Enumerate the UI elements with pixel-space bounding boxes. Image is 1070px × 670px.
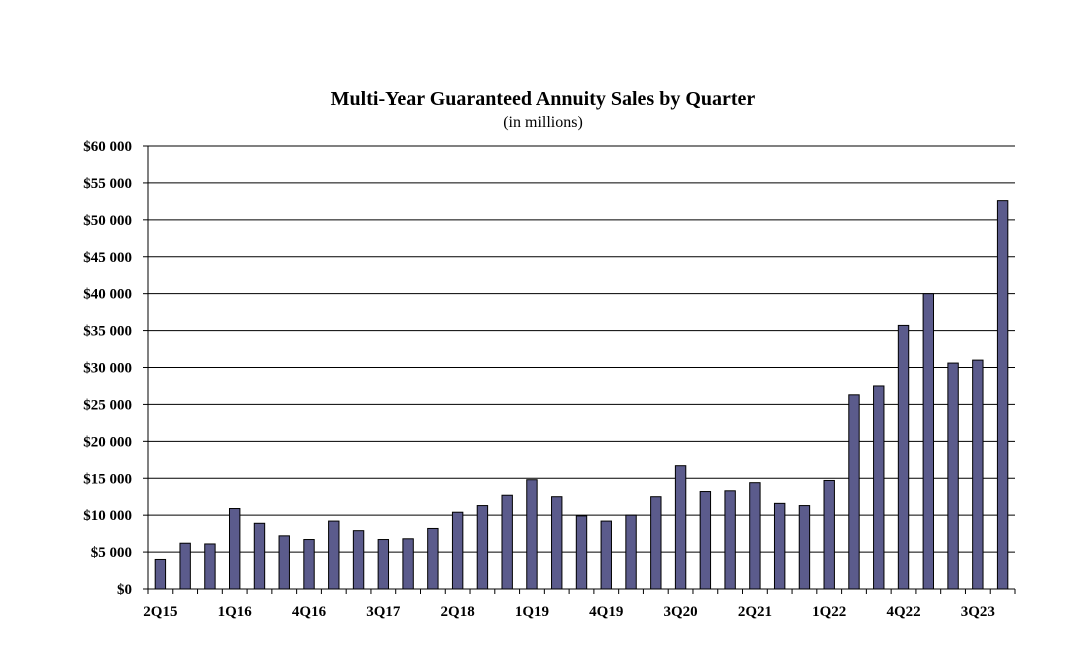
bar-4Q18 xyxy=(501,494,513,590)
bar-2Q17 xyxy=(352,530,365,590)
x-tick-label: 1Q16 xyxy=(218,604,253,620)
y-tick-labels: $0 $5 000 $10 000 $15 000 $20 000 $25 000 $30 … xyxy=(83,139,132,598)
y-tick-label: $30 000 xyxy=(83,361,132,377)
y-tick-label: $15 000 xyxy=(83,471,132,487)
bar-2Q21 xyxy=(749,482,761,590)
x-tick-label: 3Q17 xyxy=(366,604,401,620)
bar-3Q20 xyxy=(674,465,687,590)
bar-3Q23 xyxy=(972,359,984,590)
chart-title: Multi-Year Guaranteed Annuity Sales by Q… xyxy=(331,88,756,110)
bar-4Q17 xyxy=(402,538,414,590)
y-tick-label: $55 000 xyxy=(83,176,132,192)
bar-4Q19 xyxy=(600,520,612,590)
y-tick-label: $60 000 xyxy=(83,139,132,155)
x-tick-label: 2Q15 xyxy=(143,604,177,620)
y-tick-label: $5 000 xyxy=(91,545,132,561)
gridlines xyxy=(148,145,1015,553)
bar-2Q16 xyxy=(253,522,266,590)
y-tick-label: $0 xyxy=(117,582,132,598)
x-tick-label: 1Q22 xyxy=(812,604,846,620)
bar-1Q19 xyxy=(526,479,538,590)
x-tick-label: 2Q18 xyxy=(441,604,475,620)
bar-1Q16 xyxy=(228,508,241,590)
bar-2Q18 xyxy=(451,511,464,590)
bar-3Q22 xyxy=(873,385,885,590)
x-tick-label: 3Q23 xyxy=(961,604,995,620)
bar-3Q17 xyxy=(377,539,390,590)
x-tick-label: 1Q19 xyxy=(515,604,549,620)
bar-4Q16 xyxy=(303,539,315,590)
bar-3Q16 xyxy=(278,535,290,590)
x-tick-labels: 2Q15 1Q16 4Q16 3Q17 2Q18 1Q19 4Q19 3Q20 2Q21 1Q22… xyxy=(143,604,995,620)
axes xyxy=(143,145,1016,594)
bar-4Q20 xyxy=(699,491,712,590)
bar-3Q18 xyxy=(476,505,489,590)
bar-2Q22 xyxy=(848,394,860,590)
bar-2Q20 xyxy=(650,496,662,590)
bar-2Q19 xyxy=(551,496,563,590)
x-tick-label: 4Q22 xyxy=(886,604,920,620)
y-tick-label: $50 000 xyxy=(83,213,132,229)
y-tick-label: $40 000 xyxy=(83,287,132,303)
x-tick-label: 3Q20 xyxy=(663,604,697,620)
bar-2Q23 xyxy=(947,362,959,590)
y-tick-label: $25 000 xyxy=(83,397,132,413)
bar-1Q20 xyxy=(625,514,637,590)
y-tick-label: $35 000 xyxy=(83,324,132,340)
bar-3Q15 xyxy=(179,542,191,590)
chart-subtitle: (in millions) xyxy=(503,114,583,131)
x-tick-label: 2Q21 xyxy=(738,604,772,620)
y-tick-label: $10 000 xyxy=(83,508,132,524)
bar-3Q21 xyxy=(773,502,786,590)
bar-1Q17 xyxy=(328,520,340,590)
bar-2Q15 xyxy=(154,558,167,590)
x-tick-label: 4Q19 xyxy=(589,604,623,620)
bar-1Q22 xyxy=(823,479,835,590)
bar-3Q19 xyxy=(575,515,588,590)
bar-4Q23 xyxy=(996,200,1009,590)
x-tick-label: 4Q16 xyxy=(292,604,327,620)
bar-4Q21 xyxy=(798,505,811,590)
bar-4Q22 xyxy=(897,324,910,590)
bars xyxy=(154,200,1009,590)
bar-1Q18 xyxy=(427,527,439,590)
bar-1Q23 xyxy=(922,293,935,590)
bar-1Q21 xyxy=(724,490,736,590)
y-tick-label: $45 000 xyxy=(83,250,132,266)
bar-4Q15 xyxy=(204,543,216,590)
y-tick-label: $20 000 xyxy=(83,434,132,450)
